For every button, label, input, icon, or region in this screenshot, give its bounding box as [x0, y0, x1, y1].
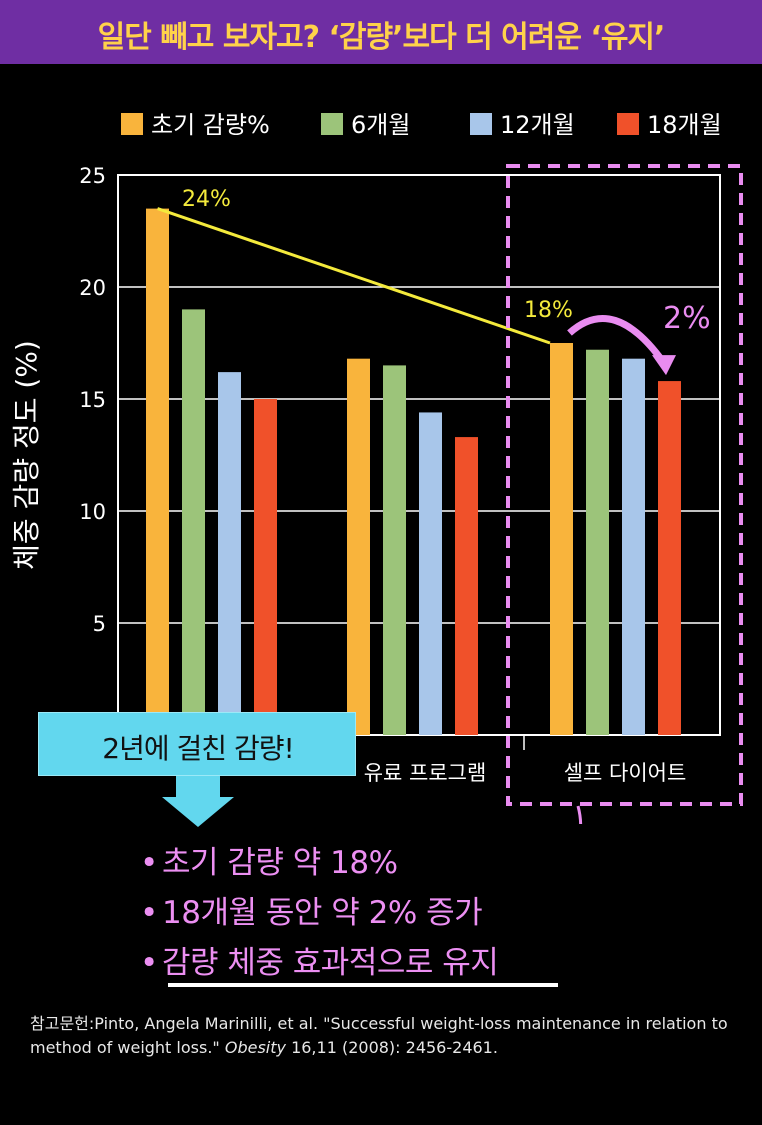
legend-label: 6개월: [351, 111, 410, 139]
bar: [254, 399, 277, 735]
legend-label: 18개월: [647, 111, 722, 139]
legend-swatch: [321, 113, 343, 135]
increase-arrow: [567, 315, 667, 366]
bar: [622, 358, 645, 735]
bar: [550, 343, 573, 735]
legend-swatch: [121, 113, 143, 135]
y-tick-label: 10: [79, 500, 106, 524]
callout-arrow-stem: [176, 776, 220, 798]
y-axis-label: 체중 감량 정도 (%): [10, 340, 43, 570]
summary-list: • 초기 감량 약 18% • 18개월 동안 약 2% 증가 • 감량 체중 효과적…: [140, 838, 499, 988]
bar: [658, 381, 681, 735]
summary-item: • 감량 체중 효과적으로 유지: [140, 945, 499, 981]
callout-text: 2년에 걸친 감량!: [102, 732, 294, 765]
y-tick-label: 20: [79, 276, 106, 300]
callout-box: 2년에 걸친 감량!: [38, 712, 356, 776]
legend-swatch: [617, 113, 639, 135]
bar: [347, 358, 370, 735]
x-category-label: 유료 프로그램: [364, 761, 487, 785]
journal-name: Obesity: [224, 1038, 286, 1057]
pointer-line: [576, 805, 583, 824]
bar-chart: 5 10 15 20 25 체중 감량 정도 (%) 초기 감량% 6개월 12개월 18개월유료…: [10, 111, 743, 824]
bar: [455, 437, 478, 735]
annotation-gain: 2%: [663, 301, 711, 336]
legend-swatch: [470, 113, 492, 135]
bar: [586, 349, 609, 735]
bar: [146, 208, 169, 736]
summary-item: • 초기 감량 약 18%: [140, 845, 398, 881]
down-arrow-icon: [162, 797, 234, 827]
trend-line: [157, 207, 551, 345]
y-tick-label: 15: [79, 388, 106, 412]
annotation-end: 18%: [524, 298, 573, 323]
reference-citation: 참고문헌:Pinto, Angela Marinilli, et al. "Su…: [30, 1014, 728, 1057]
summary-item: • 18개월 동안 약 2% 증가: [140, 895, 483, 931]
y-tick-label: 5: [93, 612, 106, 636]
bar: [182, 309, 205, 735]
legend-label: 초기 감량%: [151, 111, 270, 139]
bar: [218, 372, 241, 735]
increase-arrowhead: [652, 355, 676, 376]
bar: [383, 365, 406, 735]
title-banner: 일단 빼고 보자고? ‘감량’보다 더 어려운 ‘유지’: [0, 0, 762, 64]
emphasis-underline: [168, 983, 558, 987]
y-tick-label: 25: [79, 164, 106, 188]
bar: [419, 412, 442, 735]
annotation-start: 24%: [182, 187, 231, 212]
legend-label: 12개월: [500, 111, 575, 139]
x-category-label: 셀프 다이어트: [564, 761, 687, 785]
page-title: 일단 빼고 보자고? ‘감량’보다 더 어려운 ‘유지’: [97, 20, 666, 55]
highlight-box: [506, 164, 743, 806]
